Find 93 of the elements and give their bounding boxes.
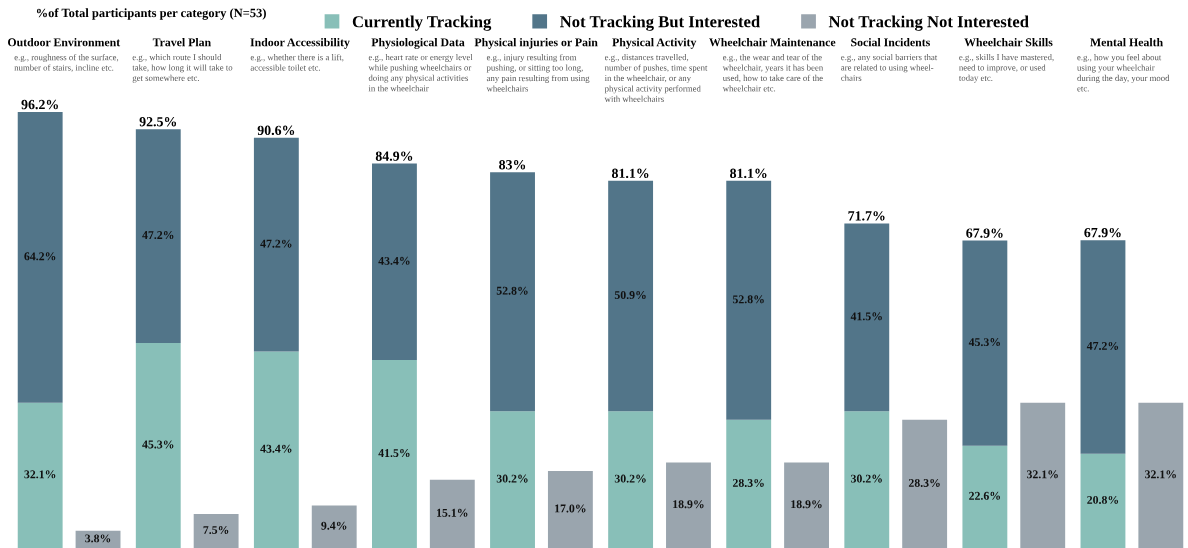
data-label: 45.3% (142, 440, 174, 449)
data-label: 20.8% (1087, 495, 1119, 504)
bar (547, 471, 593, 548)
x-tick-label: Travel Plan (152, 38, 211, 47)
total-label: 90.6% (257, 125, 295, 136)
bar (962, 445, 1008, 548)
bar (784, 462, 829, 548)
bar (17, 112, 63, 403)
data-label: 41.5% (850, 312, 882, 321)
data-label: 30.2% (496, 474, 528, 483)
bar (1138, 402, 1184, 548)
data-label: 7.5% (203, 526, 229, 535)
data-label: 50.9% (614, 291, 646, 300)
data-label: 45.3% (968, 338, 1000, 347)
data-label: 3.8% (85, 534, 111, 543)
data-label: 17.0% (555, 504, 586, 513)
x-tick-label: Physical injuries or Pain (474, 38, 598, 49)
bar (608, 180, 654, 412)
total-label: 83% (499, 160, 526, 170)
data-label: 52.8% (732, 295, 764, 304)
bar (17, 402, 63, 548)
data-label: 32.1% (1026, 470, 1058, 479)
x-tick-label: Wheelchair Skills (964, 38, 1053, 47)
bar (490, 411, 535, 548)
bar (608, 411, 654, 548)
x-tick-label: Mental Health (1090, 38, 1163, 47)
bar (726, 419, 772, 548)
text: e.g., heart rate or energy level while pushing wheelchairs or doing any physical activities in the wheelchair (368, 54, 473, 92)
bar (844, 411, 890, 548)
total-label: 81.1% (730, 168, 767, 179)
bar (372, 360, 417, 548)
legend-label: Currently Tracking (352, 15, 492, 31)
x-tick-label: Social Incidents (851, 38, 930, 47)
data-label: 28.3% (732, 478, 764, 487)
data-label: 18.9% (791, 500, 822, 509)
data-label: 41.5% (378, 449, 410, 458)
x-tick-label: Indoor Accessibility (250, 38, 350, 49)
data-label: 47.2% (1086, 341, 1119, 350)
bar (135, 342, 181, 548)
data-label: 43.4% (260, 444, 292, 453)
data-label: 47.2% (260, 239, 292, 248)
total-label: 92.5% (139, 117, 177, 127)
total-label: 81.1% (611, 168, 649, 179)
data-label: 47.2% (142, 231, 174, 240)
data-label: 32.1% (1145, 470, 1176, 479)
bar (135, 129, 181, 343)
chart-title: %of Total participants per category (N=53) (36, 8, 266, 20)
total-label: 84.9% (375, 151, 413, 161)
data-label: 30.2% (614, 474, 646, 483)
text: e.g., roughness of the surface, number of stairs, incline etc. (14, 54, 119, 72)
text: e.g., whether there is a lift, accessible toilet etc. (250, 54, 344, 71)
bar (1080, 453, 1126, 548)
text: e.g., injury resulting from pushing, or sitting too long, any pain resulting from using wheelchairs (486, 54, 590, 92)
data-label: 43.4% (378, 256, 410, 265)
data-label: 28.3% (908, 478, 940, 487)
data-label: 64.2% (24, 252, 56, 261)
data-label: 22.6% (969, 491, 1000, 500)
total-label: 67.9% (966, 228, 1003, 238)
data-label: 15.1% (437, 508, 468, 517)
x-tick-label: Physical Activity (612, 38, 697, 49)
text: e.g., which route I should take, how long it will take to get somewhere etc. (132, 54, 233, 83)
data-label: 18.9% (673, 500, 704, 509)
bar (844, 223, 890, 412)
bar (372, 163, 417, 361)
x-tick-label: Outdoor Environment (8, 38, 121, 47)
bar (253, 351, 299, 548)
total-label: 96.2% (21, 99, 58, 110)
data-label: 52.8% (496, 286, 528, 295)
text: e.g., the wear and tear of the wheelchair, years it has been used, how to take care of the wheelchair etc. (722, 54, 824, 92)
legend-label: Not Tracking Not Interested (828, 15, 1029, 31)
x-tick-label: Physiological Data (371, 38, 465, 49)
legend-label: Not Tracking But Interested (560, 15, 761, 31)
bar (193, 514, 239, 548)
text: e.g., skills I have mastered, need to improve, or used today etc. (958, 54, 1054, 83)
total-label: 71.7% (848, 211, 885, 221)
total-label: 67.9% (1084, 227, 1121, 238)
bar (311, 505, 357, 548)
bar (490, 172, 535, 412)
bar (666, 462, 711, 548)
text: e.g., how you feel about using your wheelchair during the day, your mood etc. (1077, 54, 1170, 92)
bar (429, 479, 475, 548)
text: e.g., any social barriers that are related to using wheel- chairs (841, 54, 938, 81)
data-label: 32.1% (24, 470, 56, 479)
bar (1080, 240, 1126, 454)
bar (1020, 402, 1066, 548)
bar (962, 240, 1008, 446)
bar (902, 419, 948, 548)
bar (726, 180, 772, 420)
data-label: 30.2% (851, 474, 882, 483)
data-label: 9.4% (321, 521, 347, 530)
bar (253, 137, 299, 352)
x-tick-label: Wheelchair Maintenance (709, 38, 836, 47)
text: e.g., distances travelled, number of pushes, time spent in the wheelchair, or any physical activity performed with wheelchairs (604, 54, 708, 102)
